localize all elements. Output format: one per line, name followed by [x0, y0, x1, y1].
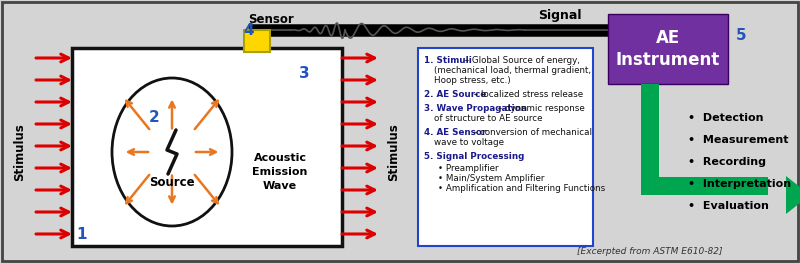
Text: – conversion of mechanical: – conversion of mechanical	[470, 128, 592, 137]
Text: (mechanical load, thermal gradient,: (mechanical load, thermal gradient,	[434, 66, 591, 75]
Text: 2: 2	[149, 109, 159, 124]
Ellipse shape	[112, 78, 232, 226]
Text: 4: 4	[244, 23, 254, 38]
Text: AE
Instrument: AE Instrument	[616, 29, 720, 69]
Text: •  Interpretation: • Interpretation	[688, 179, 791, 189]
Bar	[641, 177, 768, 195]
Text: 3: 3	[298, 66, 310, 81]
Text: 1. Stimuli: 1. Stimuli	[424, 56, 472, 65]
Text: •  Detection: • Detection	[688, 113, 763, 123]
Text: •  Measurement: • Measurement	[688, 135, 789, 145]
Text: 5. Signal Processing: 5. Signal Processing	[424, 152, 524, 161]
Bar	[244, 30, 270, 52]
Text: 5: 5	[736, 28, 746, 43]
Text: •  Evaluation: • Evaluation	[688, 201, 769, 211]
Text: • Amplification and Filtering Functions: • Amplification and Filtering Functions	[438, 184, 606, 193]
Text: •  Recording: • Recording	[688, 157, 766, 167]
Text: [Excerpted from ASTM E610-82]: [Excerpted from ASTM E610-82]	[578, 247, 722, 256]
Bar	[72, 48, 342, 246]
Polygon shape	[786, 176, 800, 214]
Text: Source: Source	[149, 175, 195, 189]
Text: 1: 1	[76, 227, 86, 242]
Text: – localized stress release: – localized stress release	[471, 90, 583, 99]
Text: 3. Wave Propagation: 3. Wave Propagation	[424, 104, 527, 113]
Text: 2. AE Source: 2. AE Source	[424, 90, 486, 99]
Text: 4. AE Sensor: 4. AE Sensor	[424, 128, 486, 137]
Bar	[641, 84, 659, 195]
Text: –: –	[496, 152, 503, 161]
Text: of structure to AE source: of structure to AE source	[434, 114, 542, 123]
Text: • Preamplifier: • Preamplifier	[438, 164, 498, 173]
Text: • Main/System Amplifier: • Main/System Amplifier	[438, 174, 545, 183]
Bar	[608, 14, 728, 84]
Text: Stimulus: Stimulus	[14, 123, 26, 181]
Text: – dynamic response: – dynamic response	[495, 104, 585, 113]
Text: Acoustic
Emission
Wave: Acoustic Emission Wave	[252, 153, 308, 191]
Text: Hoop stress, etc.): Hoop stress, etc.)	[434, 76, 510, 85]
Text: – Global Source of energy,: – Global Source of energy,	[462, 56, 580, 65]
Text: Stimulus: Stimulus	[387, 123, 401, 181]
Text: Sensor: Sensor	[248, 13, 294, 26]
Bar	[418, 48, 593, 246]
Text: Signal: Signal	[538, 9, 582, 22]
Text: wave to voltage: wave to voltage	[434, 138, 504, 147]
